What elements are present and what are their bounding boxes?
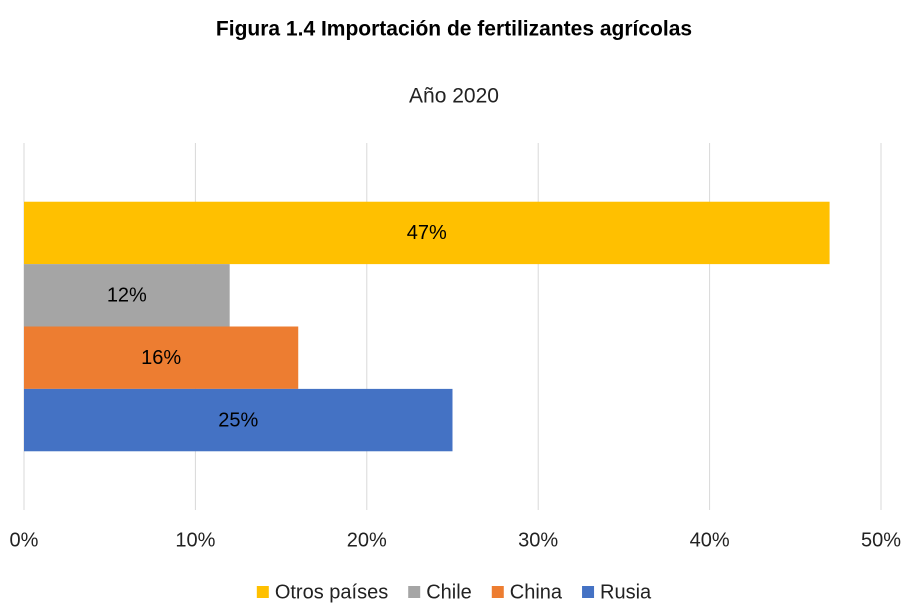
legend-swatch [256,586,269,598]
x-tick-label: 40% [690,529,730,551]
legend-label: Otros países [275,581,388,603]
x-tick-label: 50% [861,529,901,551]
chart-subtitle: Año 2020 [409,85,499,108]
legend-label: Rusia [600,581,652,603]
legend-swatch [491,586,504,598]
data-label: 25% [218,409,258,431]
x-tick-label: 30% [518,529,558,551]
x-tick-label: 0% [10,529,39,551]
legend-label: China [510,581,563,603]
legend-swatch [582,586,595,598]
data-label: 12% [107,285,147,307]
bar [24,201,830,265]
legend-swatch [408,586,421,598]
chart-title: Figura 1.4 Importación de fertilizantes … [216,18,692,41]
x-tick-label: 20% [347,529,387,551]
bar [24,388,453,452]
x-tick-label: 10% [175,529,215,551]
data-label: 16% [141,347,181,369]
bar [24,326,299,389]
legend-label: Chile [426,581,472,603]
data-label: 47% [407,222,447,244]
bar [24,264,230,327]
